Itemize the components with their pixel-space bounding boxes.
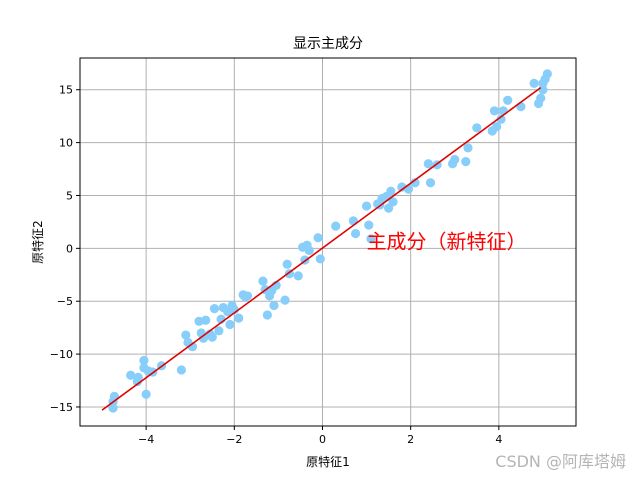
data-point — [461, 157, 471, 167]
y-tick-label: −15 — [50, 401, 73, 414]
y-tick-label: 5 — [66, 189, 73, 202]
data-point — [542, 69, 552, 79]
y-tick-label: 0 — [66, 242, 73, 255]
data-point — [366, 234, 376, 244]
x-tick-label: 4 — [495, 433, 502, 446]
data-point — [313, 233, 323, 243]
x-tick-label: −4 — [138, 433, 154, 446]
y-tick-label: −5 — [57, 295, 73, 308]
data-point — [331, 221, 341, 231]
data-point — [425, 178, 436, 188]
data-point — [304, 245, 314, 256]
x-tick-label: 2 — [407, 433, 414, 446]
data-point — [126, 370, 136, 380]
data-point — [198, 333, 209, 343]
chart-title: 显示主成分 — [293, 36, 363, 52]
x-tick-label: 0 — [319, 433, 326, 446]
data-point — [280, 295, 290, 305]
data-point — [450, 154, 460, 165]
x-tick-label: −2 — [226, 433, 242, 446]
data-point — [133, 372, 143, 382]
principal-component-line — [101, 86, 542, 411]
y-tick-label: 15 — [59, 84, 73, 97]
y-axis-title: 原特征2 — [30, 220, 45, 264]
watermark: CSDN @阿库塔姆 — [495, 452, 626, 471]
data-point — [293, 271, 303, 281]
data-point — [498, 106, 508, 116]
data-point — [262, 310, 272, 320]
grid-lines — [80, 58, 576, 426]
y-tick-label: 10 — [59, 137, 73, 150]
y-axis-ticks: −15 −10 −5 0 5 10 15 — [50, 84, 80, 414]
data-point — [242, 291, 253, 301]
plot-frame — [79, 57, 577, 427]
data-point — [472, 123, 482, 133]
data-point — [403, 184, 414, 194]
data-point — [176, 365, 187, 375]
data-point — [201, 315, 211, 325]
data-point — [348, 216, 358, 226]
y-tick-label: −10 — [50, 348, 73, 361]
data-point — [108, 403, 118, 413]
data-point — [538, 85, 548, 95]
data-point — [463, 143, 473, 153]
data-point — [423, 159, 433, 169]
data-point — [410, 178, 420, 188]
data-point — [258, 276, 268, 286]
data-point — [364, 220, 374, 230]
data-point — [141, 389, 151, 399]
data-point — [388, 197, 398, 207]
data-point — [492, 122, 502, 132]
data-point — [225, 319, 235, 330]
data-point — [234, 313, 244, 323]
data-point — [315, 254, 325, 264]
data-point — [529, 78, 539, 88]
principal-component-segment — [101, 86, 542, 411]
data-point — [139, 355, 149, 366]
data-point — [361, 201, 372, 211]
data-point — [503, 95, 513, 105]
data-point — [516, 102, 526, 112]
data-point — [536, 93, 546, 103]
data-point — [269, 300, 279, 311]
data-point — [350, 228, 361, 239]
data-point — [214, 326, 224, 336]
data-point — [386, 186, 396, 196]
data-point — [207, 332, 217, 342]
data-point — [209, 304, 220, 314]
x-axis-title: 原特征1 — [306, 454, 350, 469]
data-point — [181, 330, 191, 340]
data-point — [496, 114, 506, 124]
data-point — [282, 259, 292, 269]
data-point — [489, 106, 500, 116]
principal-component-annotation: 主成分（新特征） — [367, 229, 527, 253]
x-axis-ticks: −4 −2 0 2 4 — [138, 426, 502, 446]
